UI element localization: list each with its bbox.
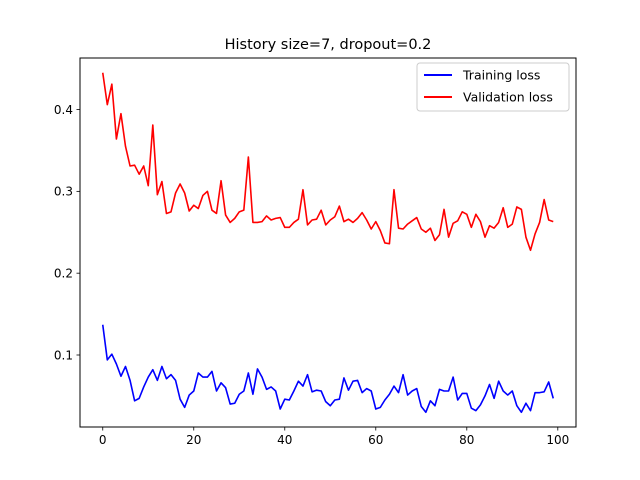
y-tick-label: 0.4 <box>54 103 73 117</box>
chart-title: History size=7, dropout=0.2 <box>225 37 432 53</box>
plot-area <box>101 72 555 414</box>
legend-box <box>416 62 570 112</box>
y-tick-label: 0.3 <box>54 185 73 199</box>
x-tick-label: 0 <box>99 433 107 447</box>
x-tick-label: 40 <box>277 433 292 447</box>
y-tick-label: 0.1 <box>54 348 73 362</box>
series-line-training-loss <box>101 324 555 414</box>
series-line-validation-loss <box>101 72 554 252</box>
legend: Training loss Validation loss <box>416 62 570 112</box>
y-tick-label: 0.2 <box>54 266 73 280</box>
legend-label-validation-loss: Validation loss <box>463 90 553 105</box>
x-tick-label: 80 <box>459 433 474 447</box>
x-axis: 0 20 40 60 80 100 <box>99 427 569 447</box>
legend-label-training-loss: Training loss <box>462 68 540 83</box>
x-tick-label: 20 <box>186 433 201 447</box>
axes-frame <box>79 57 577 428</box>
x-tick-label: 100 <box>546 433 569 447</box>
y-axis: 0.1 0.2 0.3 0.4 <box>54 103 80 362</box>
x-tick-label: 60 <box>368 433 383 447</box>
